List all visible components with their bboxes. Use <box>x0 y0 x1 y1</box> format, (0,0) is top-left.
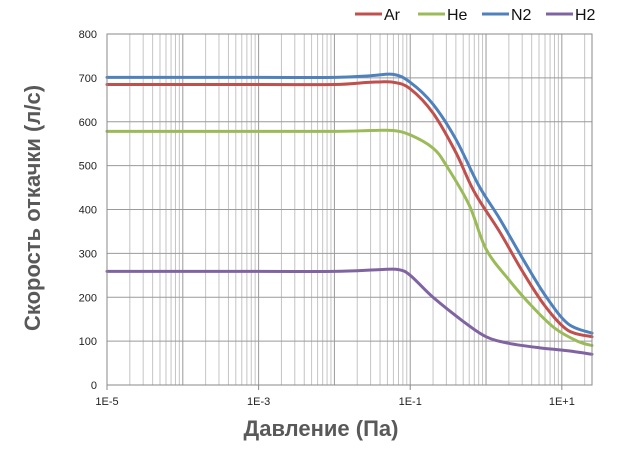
series-line-he <box>105 128 594 347</box>
plot-area-border <box>106 33 593 386</box>
series-line-ar <box>105 80 594 339</box>
y-tick-label: 500 <box>79 161 97 173</box>
legend-label-ar: Ar <box>384 7 401 24</box>
y-tick-label: 100 <box>79 336 97 348</box>
y-tick-label: 600 <box>79 117 97 129</box>
x-tick-label: 1E-5 <box>95 396 118 408</box>
y-tick-label: 300 <box>79 248 97 260</box>
x-tick-label: 1E-1 <box>399 396 422 408</box>
y-tick-label: 700 <box>79 73 97 85</box>
legend: Ar He N2 H2 <box>355 7 596 24</box>
legend-label-he: He <box>447 7 468 24</box>
x-tick-label: 1E-3 <box>247 396 270 408</box>
legend-label-h2: H2 <box>575 7 596 24</box>
series-lines <box>105 72 594 356</box>
y-tick-label: 400 <box>79 205 97 217</box>
series-line-n2 <box>105 72 594 335</box>
axes: 0 100 200 300 400 500 600 700 800 1E-5 1E-3 1E-1 1E+… <box>79 29 593 408</box>
y-tick-label: 800 <box>79 29 97 41</box>
y-tick-label: 0 <box>91 380 97 392</box>
series-line-h2 <box>105 267 594 356</box>
x-axis-title: Давление (Па) <box>244 416 399 441</box>
grid <box>106 33 592 386</box>
legend-label-n2: N2 <box>511 7 532 24</box>
y-axis-title: Скорость откачки (л/с) <box>20 85 45 331</box>
y-tick-label: 200 <box>79 292 97 304</box>
x-tick-label: 1E+1 <box>549 396 575 408</box>
